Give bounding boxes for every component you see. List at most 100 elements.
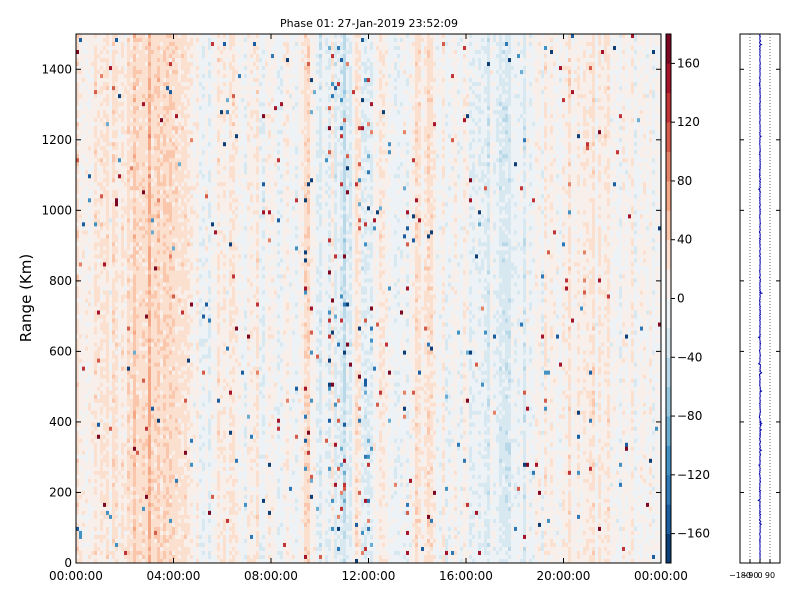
heatmap-cell (139, 46, 142, 50)
heatmap-cell (82, 202, 85, 206)
heatmap-cell (175, 491, 178, 495)
heatmap-cell (154, 307, 157, 311)
heatmap-cell (166, 274, 169, 278)
heatmap-cell (100, 174, 103, 178)
heatmap-cell (121, 74, 124, 78)
heatmap-cell (88, 427, 91, 431)
heatmap-cell (169, 290, 172, 294)
heatmap-cell (151, 106, 154, 110)
heatmap-cell (154, 106, 157, 110)
heatmap-cell (175, 539, 178, 543)
heatmap-cell (109, 194, 112, 198)
heatmap-cell (97, 94, 100, 98)
heatmap-cell (160, 511, 163, 515)
heatmap-cell (145, 443, 148, 447)
heatmap-cell (91, 106, 94, 110)
heatmap-cell (97, 286, 100, 290)
heatmap-cell (175, 58, 178, 62)
heatmap-cell (142, 419, 145, 423)
heatmap-cell (145, 294, 148, 298)
heatmap-cell (175, 110, 178, 114)
heatmap-cell (118, 515, 121, 519)
heatmap-cell (145, 286, 148, 290)
heatmap-cell (187, 451, 190, 455)
heatmap-cell (175, 234, 178, 238)
heatmap-cell (175, 315, 178, 319)
heatmap-cell (91, 327, 94, 331)
heatmap-cell (79, 126, 82, 130)
heatmap-cell (91, 419, 94, 423)
heatmap-cell (145, 455, 148, 459)
heatmap-cell (79, 270, 82, 274)
heatmap-cell (166, 146, 169, 150)
heatmap-cell (187, 303, 190, 307)
heatmap-cell (85, 403, 88, 407)
heatmap-cell (76, 58, 79, 62)
heatmap-cell (136, 479, 139, 483)
heatmap-cell (169, 379, 172, 383)
heatmap-cell (160, 198, 163, 202)
heatmap-cell (157, 403, 160, 407)
heatmap-cell (154, 427, 157, 431)
heatmap-cell (166, 307, 169, 311)
heatmap-cell (94, 254, 97, 258)
heatmap-cell (91, 250, 94, 254)
heatmap-cell (181, 90, 184, 94)
heatmap-cell (172, 531, 175, 535)
heatmap-cell (151, 74, 154, 78)
heatmap-cell (163, 222, 166, 226)
heatmap-cell (91, 202, 94, 206)
heatmap-cell (127, 142, 130, 146)
heatmap-cell (145, 242, 148, 246)
heatmap-cell (106, 347, 109, 351)
heatmap-cell (97, 290, 100, 294)
heatmap-cell (142, 379, 145, 383)
heatmap-cell (160, 106, 163, 110)
heatmap-cell (97, 206, 100, 210)
heatmap-cell (121, 515, 124, 519)
heatmap-cell (97, 439, 100, 443)
heatmap-cell (106, 339, 109, 343)
heatmap-cell (79, 78, 82, 82)
heatmap-cell (100, 343, 103, 347)
heatmap-cell (151, 154, 154, 158)
heatmap-cell (175, 262, 178, 266)
heatmap-cell (100, 467, 103, 471)
heatmap-cell (166, 110, 169, 114)
heatmap-cell (184, 451, 187, 455)
heatmap-cell (157, 66, 160, 70)
heatmap-cell (88, 307, 91, 311)
heatmap-cell (79, 535, 82, 539)
heatmap-cell (187, 194, 190, 198)
heatmap-cell (124, 126, 127, 130)
heatmap-cell (118, 523, 121, 527)
heatmap-cell (133, 202, 136, 206)
heatmap-cell (118, 331, 121, 335)
heatmap-cell (76, 323, 79, 327)
heatmap-cell (142, 42, 145, 46)
heatmap-cell (166, 371, 169, 375)
heatmap-cell (97, 142, 100, 146)
heatmap-cell (109, 266, 112, 270)
heatmap-cell (163, 250, 166, 254)
heatmap-cell (175, 154, 178, 158)
heatmap-cell (154, 110, 157, 114)
heatmap-cell (100, 202, 103, 206)
heatmap-cell (157, 114, 160, 118)
heatmap-cell (142, 186, 145, 190)
heatmap-cell (103, 503, 106, 507)
heatmap-cell (175, 126, 178, 130)
heatmap-cell (115, 383, 118, 387)
heatmap-cell (169, 507, 172, 511)
heatmap-cell (160, 375, 163, 379)
heatmap-cell (151, 246, 154, 250)
heatmap-cell (169, 126, 172, 130)
heatmap-cell (151, 383, 154, 387)
heatmap-cell (151, 495, 154, 499)
heatmap-cell (139, 463, 142, 467)
heatmap-cell (145, 435, 148, 439)
heatmap-cell (118, 126, 121, 130)
heatmap-cell (91, 246, 94, 250)
heatmap-cell (85, 118, 88, 122)
heatmap-cell (184, 238, 187, 242)
